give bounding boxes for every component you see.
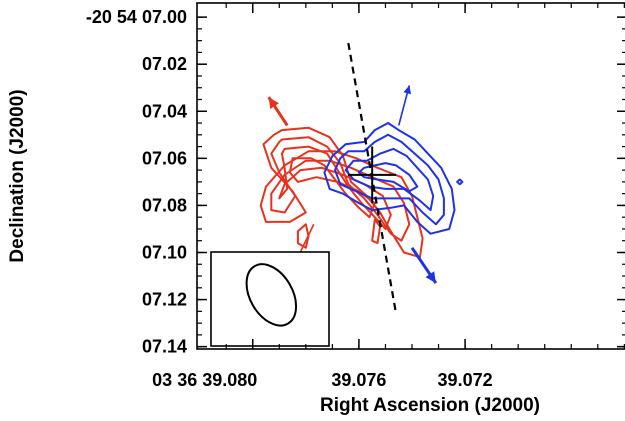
y-tick-label: 07.08 bbox=[142, 195, 187, 215]
outflow-arrow-head bbox=[268, 97, 279, 110]
beam-ellipse bbox=[245, 263, 298, 327]
x-tick-label: 39.072 bbox=[438, 370, 493, 390]
x-axis-title: Right Ascension (J2000) bbox=[320, 395, 540, 416]
x-tick-label: 03 36 39.080 bbox=[152, 370, 257, 390]
beam-inset-box bbox=[210, 251, 330, 347]
tick-labels: -20 54 07.00 07.02 07.04 07.06 07.08 07.10 07.… bbox=[86, 7, 493, 390]
y-axis-title: Declination (J2000) bbox=[7, 89, 28, 262]
y-tick-label: 07.02 bbox=[142, 54, 187, 74]
outflow-arrow-head bbox=[425, 271, 436, 284]
y-tick-label: 07.12 bbox=[142, 290, 187, 310]
contour-level bbox=[259, 126, 424, 259]
y-tick-label: 07.06 bbox=[142, 148, 187, 168]
outflow-arrow-head bbox=[403, 85, 412, 95]
x-tick-label: 39.076 bbox=[331, 370, 386, 390]
contour-level bbox=[323, 122, 456, 235]
contour-level bbox=[334, 133, 445, 226]
contour-level bbox=[296, 223, 310, 249]
contour-series-1 bbox=[323, 122, 464, 235]
contour-level bbox=[357, 162, 419, 193]
y-tick-label: 07.10 bbox=[142, 242, 187, 262]
contour-level bbox=[456, 178, 464, 186]
contour-level bbox=[371, 218, 382, 245]
y-tick-label: -20 54 07.00 bbox=[86, 7, 187, 27]
beam-inset bbox=[210, 251, 330, 347]
y-tick-label: 07.04 bbox=[142, 101, 187, 121]
y-tick-label: 07.14 bbox=[142, 337, 187, 357]
contour-level bbox=[344, 147, 435, 212]
